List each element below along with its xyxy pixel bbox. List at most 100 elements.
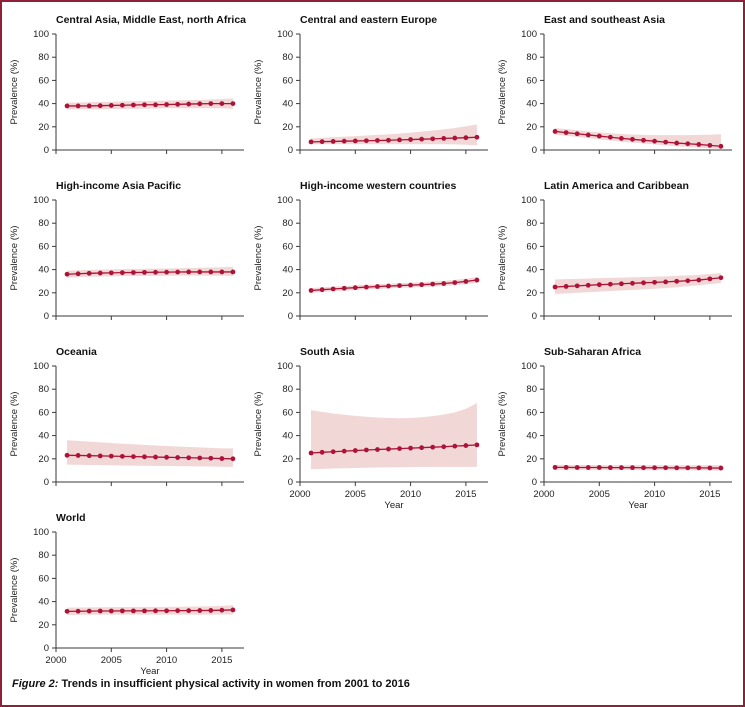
data-point xyxy=(718,275,724,281)
data-point xyxy=(419,445,425,451)
x-tick-label: 2005 xyxy=(589,489,610,500)
data-point xyxy=(153,269,158,275)
data-point xyxy=(186,101,192,107)
data-point xyxy=(308,288,314,293)
data-point xyxy=(186,269,192,275)
x-tick-label: 2000 xyxy=(289,489,310,500)
data-point xyxy=(230,456,236,462)
panel-title: High-income western countries xyxy=(300,180,457,192)
data-point xyxy=(585,465,591,470)
data-point xyxy=(596,133,602,139)
data-point xyxy=(108,270,114,276)
y-tick-label: 40 xyxy=(526,265,537,276)
data-point xyxy=(230,607,236,613)
data-point xyxy=(131,454,136,459)
data-point xyxy=(164,608,169,614)
data-point xyxy=(219,101,225,106)
y-tick-label: 0 xyxy=(532,311,537,322)
data-point xyxy=(397,283,402,289)
data-point xyxy=(375,284,380,289)
data-point xyxy=(219,607,225,613)
y-axis-label: Prevalence (%) xyxy=(253,60,264,125)
data-point xyxy=(230,269,236,275)
data-point xyxy=(441,444,447,450)
data-point xyxy=(330,286,336,292)
data-point xyxy=(652,465,657,471)
data-point xyxy=(707,465,713,471)
data-point xyxy=(619,281,624,287)
y-tick-label: 20 xyxy=(38,620,49,631)
data-point xyxy=(219,269,225,275)
y-tick-label: 60 xyxy=(526,75,537,86)
chart-panel: 0 20 40 60 80 100 2000 2005 2010 2015 South Asia Pr… xyxy=(250,342,494,511)
chart-panel: 0 20 40 60 80 100 2000 2005 2010 2015 Sub-Saharan … xyxy=(494,342,738,511)
y-tick-label: 80 xyxy=(38,52,49,63)
data-point xyxy=(619,465,624,471)
data-point xyxy=(630,136,635,142)
y-tick-label: 60 xyxy=(38,573,49,584)
data-point xyxy=(685,278,691,284)
y-tick-label: 100 xyxy=(277,195,293,206)
panel-title: East and southeast Asia xyxy=(544,14,665,26)
confidence-band xyxy=(67,440,233,467)
y-tick-label: 20 xyxy=(282,288,293,299)
x-axis-label: Year xyxy=(384,500,403,508)
data-point xyxy=(630,280,635,286)
confidence-band xyxy=(311,403,477,470)
y-tick-label: 40 xyxy=(526,431,537,442)
y-axis-label: Prevalence (%) xyxy=(9,558,20,623)
y-tick-label: 0 xyxy=(532,145,537,156)
data-point xyxy=(119,270,125,276)
data-point xyxy=(186,455,192,461)
y-tick-label: 20 xyxy=(38,122,49,133)
chart-panel: 0 20 40 60 80 100 East and southeast Asia Preva… xyxy=(494,10,738,176)
data-point xyxy=(197,101,203,107)
data-point xyxy=(463,443,469,448)
data-point xyxy=(97,103,103,109)
trend-line xyxy=(311,136,477,143)
data-point xyxy=(419,136,425,142)
data-point xyxy=(552,284,558,290)
y-tick-label: 60 xyxy=(526,407,537,418)
chart-svg: 0 20 40 60 80 100 Central Asia, Middle East, n… xyxy=(9,14,246,156)
y-tick-label: 0 xyxy=(44,643,49,654)
data-point xyxy=(474,277,480,283)
data-point xyxy=(330,139,336,144)
data-point xyxy=(375,447,380,452)
data-point xyxy=(397,137,402,143)
y-tick-label: 20 xyxy=(526,288,537,299)
data-point xyxy=(352,285,358,291)
x-tick-label: 2010 xyxy=(400,489,421,500)
y-axis-label: Prevalence (%) xyxy=(497,392,508,457)
data-point xyxy=(153,454,158,460)
y-tick-label: 0 xyxy=(44,145,49,156)
data-point xyxy=(75,103,81,109)
data-point xyxy=(164,102,169,107)
data-point xyxy=(208,101,214,106)
y-tick-label: 0 xyxy=(288,145,293,156)
data-point xyxy=(108,608,114,614)
panel-title: Sub-Saharan Africa xyxy=(544,346,641,358)
y-tick-label: 40 xyxy=(38,265,49,276)
chart-panel: 0 20 40 60 80 100 Central and eastern Europe Pr… xyxy=(250,10,494,176)
data-point xyxy=(64,452,70,458)
data-point xyxy=(707,276,713,282)
trend-line xyxy=(311,279,478,292)
data-point xyxy=(363,284,369,290)
data-point xyxy=(386,446,391,452)
trend-line xyxy=(67,454,233,460)
data-point xyxy=(685,465,691,471)
y-tick-label: 20 xyxy=(38,454,49,465)
data-point xyxy=(408,137,413,142)
data-point xyxy=(97,270,103,276)
data-point xyxy=(641,137,646,143)
data-point xyxy=(131,270,136,275)
data-point xyxy=(319,287,325,293)
chart-panel: 0 20 40 60 80 100 Central Asia, Middle East, n… xyxy=(6,10,250,176)
figure-caption-label: Figure 2: xyxy=(12,678,59,690)
data-point xyxy=(64,608,70,614)
data-point xyxy=(607,281,613,287)
y-tick-label: 100 xyxy=(33,29,49,40)
data-point xyxy=(75,271,81,277)
panel-title: World xyxy=(56,512,86,524)
